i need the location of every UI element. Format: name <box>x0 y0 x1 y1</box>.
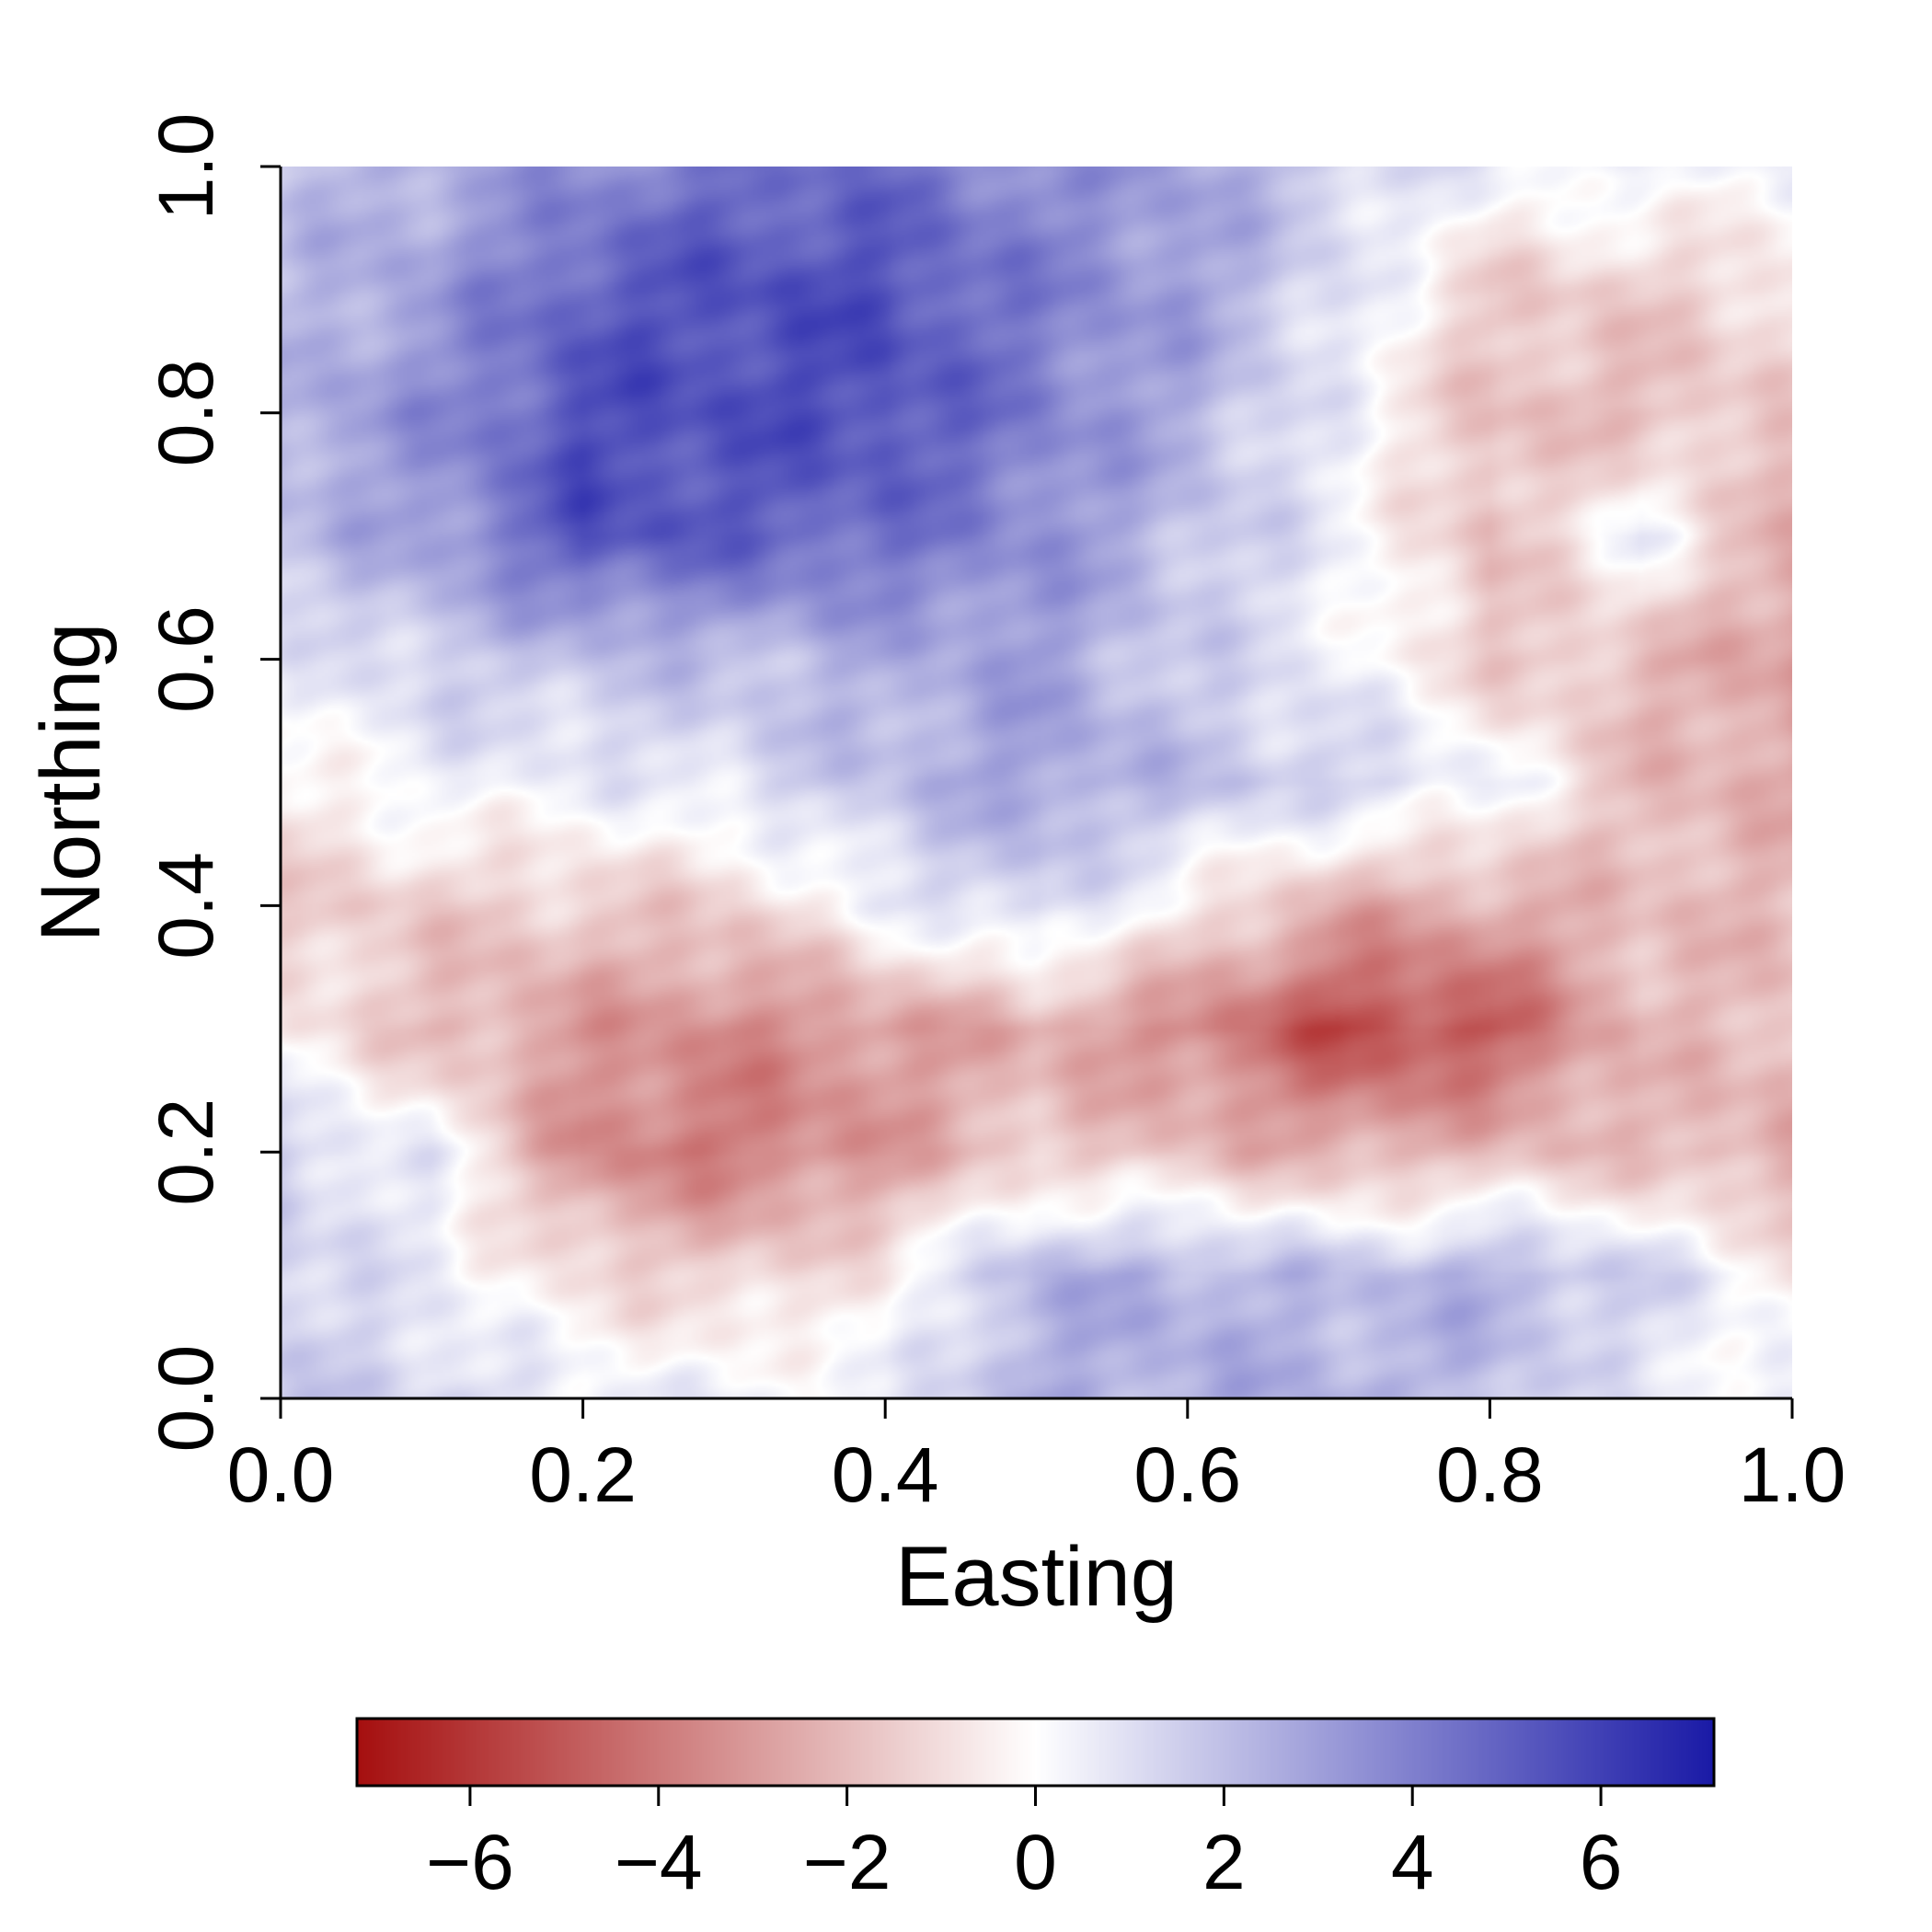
colorbar-tick-label: −4 <box>615 1819 703 1905</box>
colorbar-tick-label: 4 <box>1391 1819 1434 1905</box>
y-tick-label: 0.8 <box>143 359 229 466</box>
x-tick-label: 0.2 <box>529 1432 637 1518</box>
colorbar-tick-label: 6 <box>1580 1819 1623 1905</box>
colorbar-tick-label: 0 <box>1014 1819 1057 1905</box>
x-tick-label: 0.4 <box>832 1432 939 1518</box>
x-tick-label: 1.0 <box>1739 1432 1846 1518</box>
y-tick-label: 1.0 <box>143 113 229 221</box>
y-tick-label: 0.4 <box>143 852 229 960</box>
colorbar-frame <box>355 1717 1716 1788</box>
x-axis-title: Easting <box>895 1530 1178 1624</box>
heatmap-raster <box>281 167 1792 1398</box>
y-tick-label: 0.6 <box>143 605 229 713</box>
colorbar-gradient <box>357 1719 1714 1786</box>
colorbar-tick-label: −6 <box>426 1819 514 1905</box>
y-tick-label: 0.0 <box>143 1345 229 1453</box>
y-axis-title: Northing <box>24 623 118 943</box>
x-tick-label: 0.6 <box>1133 1432 1241 1518</box>
colorbar-tick-label: −2 <box>803 1819 891 1905</box>
x-tick-label: 0.0 <box>227 1432 335 1518</box>
y-tick-label: 0.2 <box>143 1098 229 1206</box>
x-tick-label: 0.8 <box>1436 1432 1544 1518</box>
colorbar-tick-label: 2 <box>1202 1819 1246 1905</box>
